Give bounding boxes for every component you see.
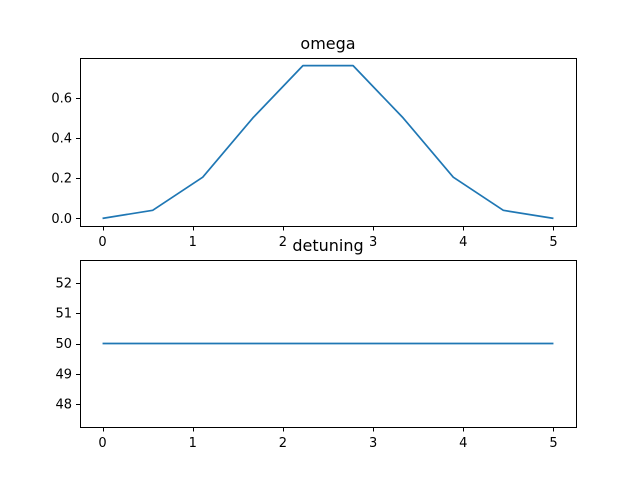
omega-x-tick-label: 0 xyxy=(98,235,106,250)
omega-x-tick-label: 2 xyxy=(279,235,287,250)
omega-x-tick-label: 5 xyxy=(549,235,557,250)
detuning-x-tick-label: 3 xyxy=(369,436,377,451)
detuning-x-tick-label: 5 xyxy=(549,436,557,451)
detuning-y-tick-label: 52 xyxy=(55,276,72,291)
detuning-x-tick-label: 1 xyxy=(189,436,197,451)
detuning-y-tick-label: 50 xyxy=(55,337,72,352)
omega-y-tick-label: 0.6 xyxy=(51,91,72,106)
detuning-x-tick-label: 0 xyxy=(98,436,106,451)
omega-y-tick-label: 0.0 xyxy=(51,212,72,227)
omega-x-tick-label: 4 xyxy=(459,235,467,250)
omega-x-tick-label: 1 xyxy=(189,235,197,250)
omega-subplot: omega 0 1 2 3 4 5 0.0 0.2 0.4 0.6 xyxy=(51,34,577,250)
detuning-x-tick-label: 2 xyxy=(279,436,287,451)
detuning-y-tick-label: 49 xyxy=(55,367,72,382)
omega-axes-frame xyxy=(80,58,577,227)
detuning-title: detuning xyxy=(292,236,363,255)
omega-title: omega xyxy=(300,34,355,53)
omega-y-tick-label: 0.2 xyxy=(51,172,72,187)
omega-series-line xyxy=(102,64,554,220)
detuning-y-tick-label: 51 xyxy=(55,307,72,322)
omega-x-tick-label: 3 xyxy=(369,235,377,250)
detuning-x-tick-label: 4 xyxy=(459,436,467,451)
omega-y-tick-label: 0.4 xyxy=(51,131,72,146)
detuning-y-tick-label: 48 xyxy=(55,398,72,413)
